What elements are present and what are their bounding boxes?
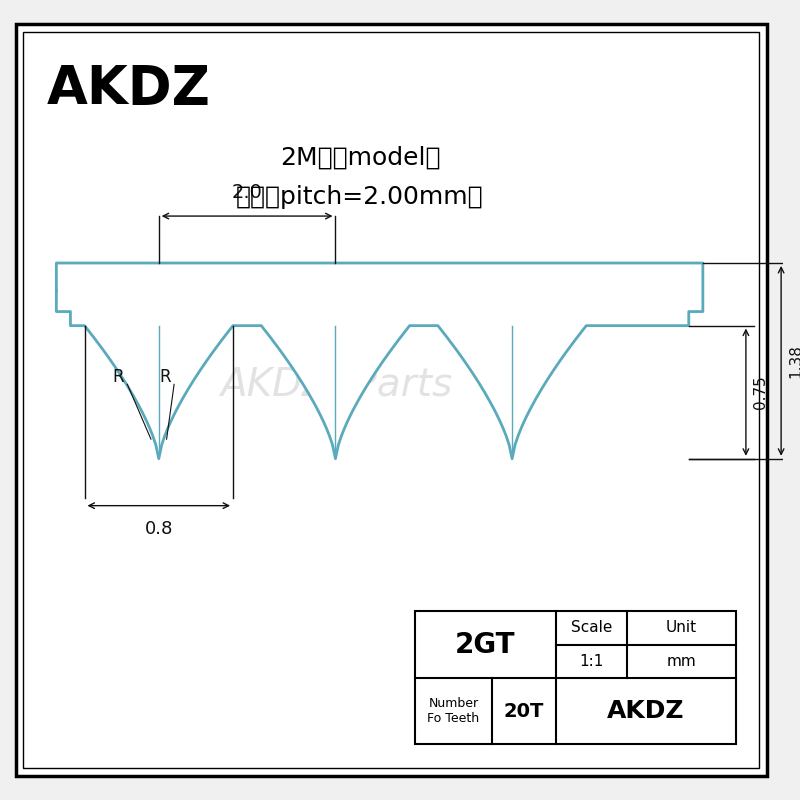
Text: Unit: Unit: [666, 621, 697, 635]
Text: AKDZ: AKDZ: [47, 63, 211, 115]
Text: R: R: [159, 367, 170, 386]
Text: 20T: 20T: [504, 702, 544, 721]
Polygon shape: [56, 263, 703, 458]
Text: Number
Fo Teeth: Number Fo Teeth: [427, 697, 479, 725]
Text: 2GT: 2GT: [455, 630, 516, 658]
Text: （节跞pitch=2.00mm）: （节跞pitch=2.00mm）: [236, 185, 484, 209]
Text: R: R: [112, 367, 124, 386]
Text: 0.75: 0.75: [753, 375, 768, 409]
Text: 2.0: 2.0: [232, 183, 262, 202]
Text: 2M型（model）: 2M型（model）: [280, 146, 440, 170]
Text: AKDZ  Parts: AKDZ Parts: [221, 366, 453, 403]
Bar: [415, 611, 736, 744]
Text: 1.38: 1.38: [788, 344, 800, 378]
Text: AKDZ: AKDZ: [607, 699, 685, 723]
Text: 1:1: 1:1: [579, 654, 603, 669]
Text: Scale: Scale: [570, 621, 612, 635]
Text: 0.8: 0.8: [145, 520, 173, 538]
Text: mm: mm: [666, 654, 696, 669]
